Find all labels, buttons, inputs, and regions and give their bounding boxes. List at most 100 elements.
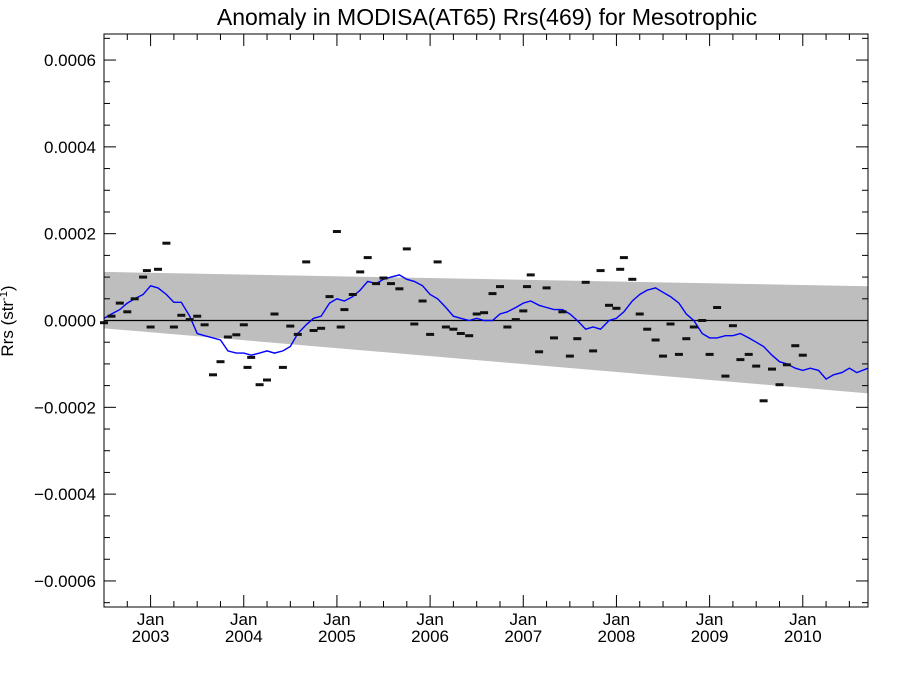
data-point: [185, 318, 194, 322]
data-point: [372, 282, 381, 286]
data-point: [558, 310, 567, 314]
data-point: [616, 267, 625, 271]
data-point: [596, 269, 605, 273]
data-point: [325, 295, 334, 299]
data-point: [612, 306, 621, 310]
data-point: [263, 378, 271, 382]
data-point: [465, 334, 474, 338]
data-point: [302, 260, 311, 264]
y-tick-label: 0.0002: [44, 225, 96, 244]
series-line-running-mean: [103, 274, 869, 380]
x-tick-year-label: 2010: [784, 627, 822, 646]
data-point: [705, 352, 714, 356]
data-point: [736, 358, 745, 362]
data-point: [146, 325, 155, 329]
data-point: [449, 327, 458, 331]
data-point: [232, 333, 241, 337]
data-point: [278, 365, 287, 369]
data-point: [503, 325, 512, 329]
y-tick-label: 0.0000: [44, 312, 96, 331]
data-point: [193, 314, 202, 318]
data-point: [550, 336, 558, 340]
y-tick-label: 0.0006: [44, 51, 96, 70]
data-point: [565, 354, 574, 358]
data-point: [418, 299, 427, 303]
data-point: [379, 276, 388, 280]
data-point: [713, 306, 722, 309]
data-point: [798, 353, 807, 357]
data-point: [728, 324, 737, 328]
x-tick-year-label: 2005: [318, 627, 356, 646]
data-point: [395, 287, 404, 291]
x-tick-month-label: Jan: [510, 610, 537, 629]
data-point: [752, 364, 761, 368]
data-point: [247, 355, 256, 359]
data-point: [721, 374, 730, 378]
data-point: [775, 383, 784, 387]
data-point: [123, 310, 132, 314]
data-point: [410, 322, 419, 326]
data-point: [535, 350, 544, 354]
data-point: [605, 303, 613, 307]
data-point: [317, 326, 326, 330]
y-tick-label: 0.0004: [44, 138, 96, 157]
data-point: [177, 313, 186, 317]
data-point: [651, 338, 660, 342]
data-point: [154, 267, 162, 271]
x-tick-month-label: Jan: [603, 610, 630, 629]
data-point: [682, 337, 691, 341]
data-point: [573, 337, 582, 341]
data-point: [223, 335, 232, 339]
data-point: [519, 309, 528, 313]
x-tick-year-label: 2009: [691, 627, 729, 646]
x-tick-month-label: Jan: [696, 610, 723, 629]
data-point: [402, 247, 411, 251]
data-point: [635, 312, 644, 316]
plot-area: 0.0006 0.0004 0.0002 0.0000 −0.0002 −0.0004 −0…: [34, 33, 869, 646]
x-tick-month-label: Jan: [789, 610, 816, 629]
data-point: [426, 332, 435, 336]
data-point: [162, 241, 171, 245]
data-point: [200, 323, 209, 327]
x-tick-month-label: Jan: [137, 610, 164, 629]
data-point: [107, 314, 116, 318]
data-point: [643, 327, 652, 331]
data-point: [336, 325, 345, 329]
data-point: [293, 332, 302, 336]
data-point: [363, 256, 372, 260]
data-point: [542, 286, 551, 290]
data-point: [441, 325, 450, 329]
data-point: [270, 312, 279, 316]
y-axis-label: Rrs (str-1): [0, 285, 17, 356]
data-point: [523, 285, 531, 289]
y-tick-label: −0.0004: [34, 485, 96, 504]
data-point: [782, 363, 791, 367]
data-point: [243, 365, 252, 369]
data-point: [698, 319, 707, 322]
data-point: [581, 280, 590, 284]
data-point: [340, 308, 349, 312]
x-tick-month-label: Jan: [230, 610, 257, 629]
data-point: [130, 297, 139, 301]
data-point: [496, 285, 504, 289]
data-point: [216, 360, 225, 364]
data-point: [356, 270, 365, 274]
data-point: [666, 322, 675, 326]
data-point: [674, 352, 683, 356]
data-point: [791, 344, 800, 348]
data-point: [348, 293, 357, 296]
data-point: [511, 318, 520, 322]
data-point: [332, 230, 341, 233]
data-point: [139, 275, 148, 279]
y-tick-label: −0.0002: [34, 398, 96, 417]
data-point: [488, 292, 497, 296]
data-point: [309, 329, 318, 332]
data-point: [142, 269, 151, 273]
data-point: [689, 325, 698, 329]
data-point: [433, 260, 442, 264]
x-tick-month-label: Jan: [416, 610, 443, 629]
x-tick-year-label: 2007: [504, 627, 542, 646]
data-point: [286, 324, 295, 328]
data-point: [768, 367, 776, 371]
x-tick-year-label: 2008: [598, 627, 636, 646]
